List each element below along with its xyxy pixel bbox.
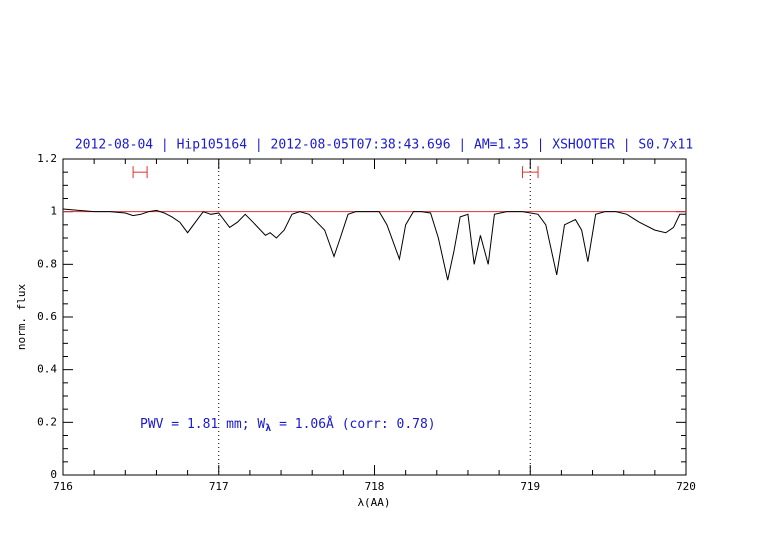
- chart-title: 2012-08-04 | Hip105164 | 2012-08-05T07:3…: [75, 138, 693, 153]
- annotation-sub: λ: [265, 423, 271, 434]
- y-axis-label: norm. flux: [15, 284, 28, 351]
- annotation-part: = 1.06Å (corr: 0.78): [271, 416, 435, 432]
- y-tick-label: 1.2: [37, 152, 57, 165]
- y-tick-label: 0.2: [37, 415, 57, 428]
- y-tick-label: 0.8: [37, 257, 57, 270]
- y-tick-label: 0.4: [37, 363, 57, 376]
- x-tick-label: 720: [676, 480, 696, 493]
- x-tick-label: 717: [209, 480, 229, 493]
- x-tick-label: 718: [365, 480, 385, 493]
- annotation: PWV = 1.81 mm; Wλ = 1.06Å (corr: 0.78): [140, 416, 436, 435]
- x-tick-label: 716: [53, 480, 73, 493]
- y-tick-label: 1: [50, 205, 57, 218]
- annotation-part: PWV = 1.81 mm; W: [140, 417, 265, 432]
- x-axis-label: λ(AA): [357, 496, 390, 509]
- y-tick-label: 0: [50, 468, 57, 481]
- spectrum-line: [62, 208, 686, 281]
- x-tick-label: 719: [520, 480, 540, 493]
- y-tick-label: 0.6: [37, 310, 57, 323]
